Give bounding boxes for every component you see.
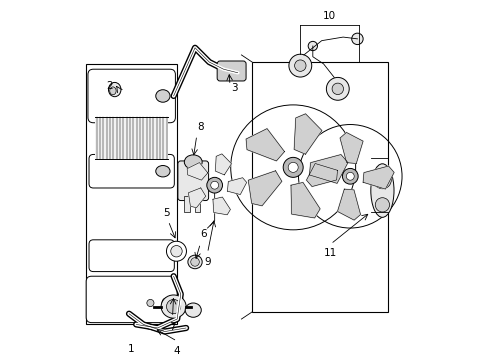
Text: 7: 7 [169,321,176,332]
FancyBboxPatch shape [89,154,174,188]
Ellipse shape [371,164,394,217]
Polygon shape [306,163,338,186]
Ellipse shape [185,303,201,317]
Circle shape [326,77,349,100]
Circle shape [167,300,181,314]
Polygon shape [248,171,282,206]
Circle shape [288,162,298,172]
Polygon shape [227,178,246,194]
FancyBboxPatch shape [88,69,175,123]
Ellipse shape [156,166,170,177]
Text: 3: 3 [231,83,238,93]
Circle shape [343,168,358,184]
FancyBboxPatch shape [178,161,209,201]
Ellipse shape [188,255,202,269]
Polygon shape [338,189,361,220]
FancyBboxPatch shape [217,61,246,81]
Circle shape [346,172,354,180]
Ellipse shape [161,295,186,318]
Bar [252,62,388,312]
Polygon shape [310,154,348,183]
Text: 4: 4 [174,346,180,356]
Text: 11: 11 [324,248,337,258]
Circle shape [207,177,222,193]
Circle shape [147,300,154,307]
Circle shape [352,33,363,45]
FancyBboxPatch shape [86,276,177,323]
Bar [86,64,177,324]
Ellipse shape [156,90,170,102]
Circle shape [211,181,219,189]
Polygon shape [213,197,230,215]
Ellipse shape [375,198,390,212]
Text: 10: 10 [323,11,336,21]
Polygon shape [291,183,320,218]
Circle shape [283,157,303,177]
Bar [95,117,168,159]
Text: 8: 8 [197,122,203,132]
Polygon shape [189,188,206,208]
Ellipse shape [162,298,171,308]
Polygon shape [363,166,394,189]
Polygon shape [216,154,231,175]
Text: 1: 1 [127,345,134,354]
Ellipse shape [373,171,392,189]
Circle shape [171,246,182,257]
Bar [184,196,190,212]
Ellipse shape [184,155,202,169]
Circle shape [308,41,318,51]
Text: 2: 2 [106,81,113,91]
Ellipse shape [108,82,121,97]
Circle shape [332,83,343,95]
Polygon shape [187,163,208,180]
Circle shape [294,60,306,71]
Text: 9: 9 [204,257,211,267]
Circle shape [191,258,199,266]
Polygon shape [294,114,322,154]
Polygon shape [246,129,285,161]
Circle shape [167,241,187,261]
Text: 5: 5 [163,208,170,218]
Text: 6: 6 [200,229,207,239]
Ellipse shape [110,87,116,95]
Polygon shape [340,132,363,163]
Bar [195,196,200,212]
Circle shape [289,54,312,77]
FancyBboxPatch shape [89,240,174,271]
